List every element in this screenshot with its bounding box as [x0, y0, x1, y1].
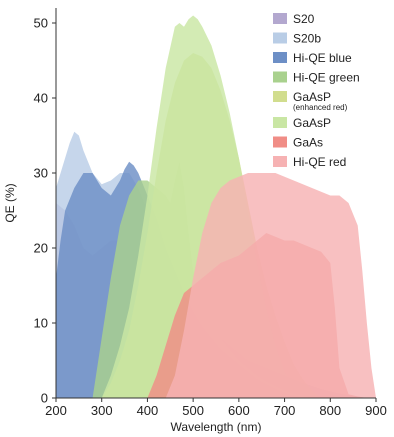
y-axis-label: QE (%): [3, 183, 17, 222]
areas-layer: [56, 15, 376, 398]
legend-swatch-4: [273, 91, 287, 102]
y-ticks-layer: 0 10 20 30 40 50: [34, 16, 56, 406]
legend-swatch-7: [273, 156, 287, 167]
legend-label-1: S20b: [293, 32, 321, 46]
x-tick-label: 600: [228, 403, 250, 418]
x-tick-label: 200: [45, 403, 67, 418]
legend-sublabel-4: (enhanced red): [293, 103, 348, 112]
y-tick-label: 10: [34, 316, 48, 331]
x-tick-label: 500: [182, 403, 204, 418]
axes-layer: [55, 8, 376, 399]
legend-swatch-5: [273, 117, 287, 128]
x-ticks-layer: 200 300 400 500 600 700 800 900: [45, 398, 387, 418]
x-axis-label: Wavelength (nm): [171, 420, 262, 434]
legend-swatch-3: [273, 71, 287, 83]
legend-swatch-1: [273, 32, 287, 44]
x-tick-label: 800: [319, 403, 341, 418]
legend-label-6: GaAs: [293, 136, 323, 150]
y-tick-label: 30: [34, 166, 48, 181]
x-tick-label: 400: [137, 403, 159, 418]
legend-label-3: Hi-QE green: [293, 71, 360, 85]
legend-swatch-2: [273, 52, 287, 63]
legend-swatch-6: [273, 136, 287, 148]
x-tick-label: 900: [365, 403, 387, 418]
y-tick-label: 40: [34, 91, 48, 106]
x-tick-label: 300: [91, 403, 113, 418]
y-tick-label: 20: [34, 241, 48, 256]
x-tick-label: 700: [274, 403, 296, 418]
y-tick-label: 50: [34, 16, 48, 31]
legend-label-5: GaAsP: [293, 116, 331, 130]
legend-label-4: GaAsP: [293, 90, 331, 104]
y-tick-label: 0: [41, 391, 48, 406]
series-area-7: [165, 173, 376, 398]
legend-swatch-0: [273, 13, 287, 24]
legend-label-7: Hi-QE red: [293, 155, 346, 169]
legend-label-2: Hi-QE blue: [293, 51, 352, 65]
legend-label-0: S20: [293, 12, 315, 26]
